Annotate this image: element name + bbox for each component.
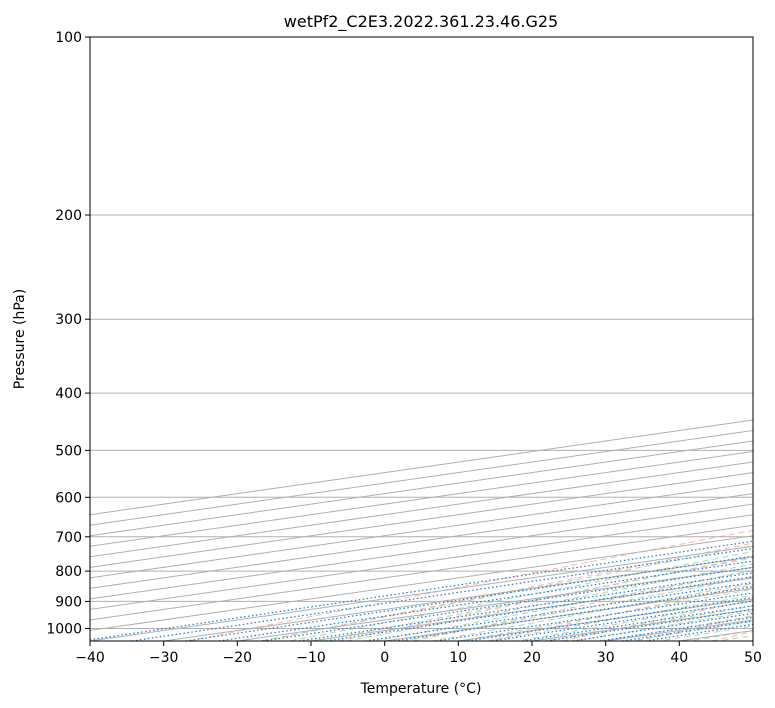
chart-title: wetPf2_C2E3.2022.361.23.46.G25 [284,12,558,32]
x-tick-label: 40 [670,650,688,666]
moist-adiabat [257,544,753,641]
y-tick-label: 900 [55,594,82,610]
mixing-ratio-line [394,586,753,641]
isotherm-line [90,482,753,579]
y-tick-label: 100 [55,30,82,46]
axes-layer: −40 −30 −20 −10 0 10 20 30 40 50 100 200 300 400 500 60… [46,30,762,666]
y-tick-label: 500 [55,443,82,459]
y-tick-label: 400 [55,386,82,402]
x-tick-label: 50 [744,650,762,666]
isotherm-line [90,514,753,610]
isotherm-line [90,461,753,558]
mixing-ratio-line [90,540,753,641]
grid-layer [90,37,753,641]
y-tick-label: 200 [55,208,82,224]
moist-adiabat [400,576,753,641]
x-tick-label: 30 [597,650,615,666]
x-tick-label: −40 [75,650,105,666]
isotherm-line [90,545,753,641]
mixing-ratio-line [299,572,753,641]
y-axis-label: Pressure (hPa) [12,289,28,389]
mixing-ratio-line [365,581,753,641]
isotherm-line [90,503,753,600]
moist-adiabat [343,563,753,641]
x-tick-label: 10 [449,650,467,666]
isotherm-line [90,472,753,568]
y-tick-label: 1000 [46,622,82,638]
x-tick-label: 0 [380,650,389,666]
x-tick-label: −20 [223,650,253,666]
x-tick-label: −10 [296,650,326,666]
isotherm-line [90,524,753,621]
mixing-ratio-line [326,576,753,641]
x-tick-label: 20 [523,650,541,666]
moist-adiabat [428,582,753,641]
isotherm-line [90,493,753,589]
x-tick-label: −30 [149,650,179,666]
y-tick-label: 800 [55,564,82,580]
y-tick-label: 600 [55,490,82,506]
y-tick-label: 700 [55,530,82,546]
plot-frame [89,36,754,642]
x-axis-label: Temperature (°C) [360,681,482,697]
y-tick-label: 300 [55,312,82,328]
moist-adiabat [485,594,753,641]
isotherm-line [90,535,753,631]
